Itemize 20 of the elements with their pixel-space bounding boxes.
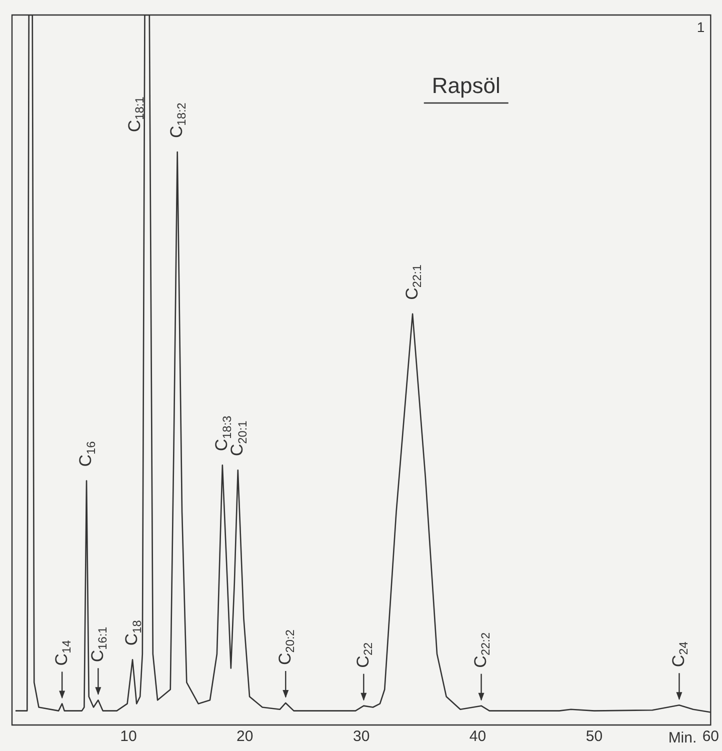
annotation: C16 — [76, 440, 98, 467]
annotation: C14 — [52, 640, 74, 666]
x-tick-label: 20 — [236, 728, 254, 746]
x-axis-title: Min. — [668, 730, 697, 747]
text: Rapsöl — [432, 73, 500, 98]
annotation: C24 — [668, 641, 691, 668]
annotation: C18:2 — [167, 102, 189, 138]
x-tick-label: 60 — [702, 728, 719, 746]
x-tick-label: 50 — [586, 728, 603, 746]
annotation: C16:1 — [88, 626, 110, 662]
annotation: C22 — [353, 642, 376, 668]
annotation: C20:2 — [275, 629, 298, 665]
annotation: C18:1 — [124, 96, 146, 132]
annotation: 1 — [696, 18, 705, 35]
x-tick-label: 10 — [120, 728, 137, 746]
annotation: C22:1 — [402, 264, 424, 300]
annotation: C22:2 — [470, 632, 493, 668]
x-tick-label: 30 — [352, 728, 370, 746]
annotation: C18 — [122, 620, 144, 646]
x-tick-label: 40 — [469, 728, 486, 746]
